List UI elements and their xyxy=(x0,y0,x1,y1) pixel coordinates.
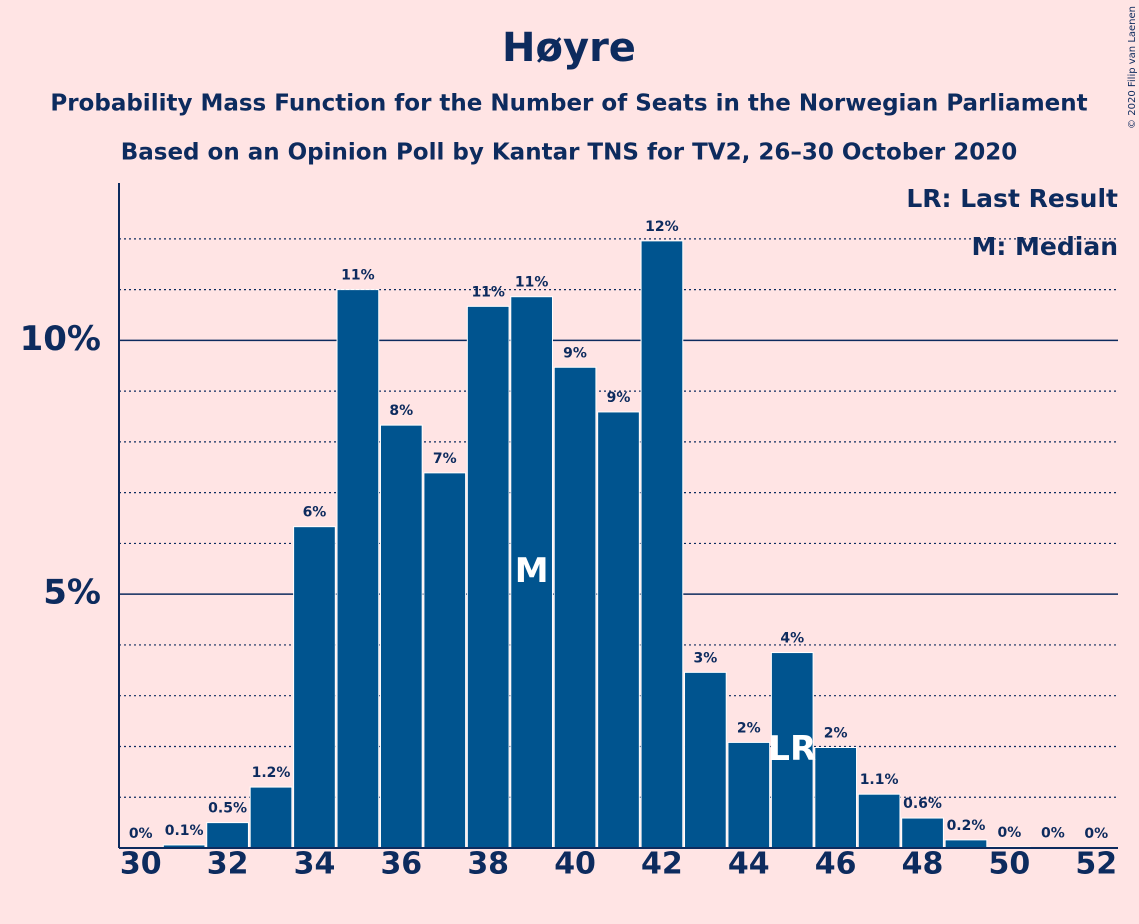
value-label: 4% xyxy=(780,631,804,647)
value-label: 1.1% xyxy=(860,772,899,788)
x-tick-label: 46 xyxy=(815,847,857,882)
value-label: 8% xyxy=(389,403,413,419)
bar xyxy=(379,424,423,849)
bar xyxy=(727,741,771,849)
x-tick-label: 48 xyxy=(902,847,944,882)
value-label: 11% xyxy=(341,268,375,284)
value-label: 1.2% xyxy=(252,765,291,781)
value-label: 9% xyxy=(607,390,631,406)
y-tick-label: 10% xyxy=(20,319,101,359)
x-tick-label: 52 xyxy=(1075,847,1117,882)
bar xyxy=(510,296,553,849)
annotation: M xyxy=(515,551,549,591)
value-label: 0.1% xyxy=(165,823,204,839)
value-label: 0% xyxy=(1084,826,1108,842)
bar xyxy=(944,839,988,849)
chart-title: Høyre xyxy=(502,25,636,71)
y-tick-label: 5% xyxy=(43,573,101,613)
bar xyxy=(423,472,467,849)
bar xyxy=(901,817,944,849)
bar xyxy=(336,289,380,849)
value-label: 12% xyxy=(645,219,679,235)
x-tick-label: 40 xyxy=(554,847,596,882)
chart-subtitle: Based on an Opinion Poll by Kantar TNS f… xyxy=(121,140,1018,166)
legend-entry: LR: Last Result xyxy=(906,184,1118,213)
value-label: 0% xyxy=(998,825,1022,841)
bar xyxy=(553,366,597,849)
x-tick-label: 38 xyxy=(467,847,509,882)
bar xyxy=(640,240,684,849)
legend-entry: M: Median xyxy=(971,232,1118,261)
value-label: 0% xyxy=(1041,825,1065,841)
x-tick-label: 50 xyxy=(989,847,1031,882)
value-label: 11% xyxy=(515,275,549,291)
value-label: 6% xyxy=(303,505,327,521)
bar xyxy=(293,526,336,849)
annotation: LR xyxy=(768,729,816,769)
chart-subtitle: Probability Mass Function for the Number… xyxy=(50,91,1087,117)
bar xyxy=(770,652,814,849)
value-label: 0.2% xyxy=(947,818,986,834)
copyright: © 2020 Filip van Laenen xyxy=(1127,6,1138,129)
value-label: 0.5% xyxy=(208,801,247,817)
bar xyxy=(684,671,727,849)
bar xyxy=(249,786,293,849)
value-label: 3% xyxy=(693,650,717,666)
x-tick-label: 34 xyxy=(294,847,336,882)
x-tick-label: 36 xyxy=(380,847,422,882)
value-label: 2% xyxy=(824,725,848,741)
value-label: 9% xyxy=(563,345,587,361)
value-label: 0.6% xyxy=(903,796,942,812)
value-label: 7% xyxy=(433,451,457,467)
bar xyxy=(597,411,640,849)
value-label: 0% xyxy=(129,826,153,842)
x-tick-label: 44 xyxy=(728,847,770,882)
bar xyxy=(857,793,901,849)
bar xyxy=(206,822,249,849)
x-tick-label: 32 xyxy=(207,847,249,882)
bar xyxy=(466,305,510,849)
value-label: 2% xyxy=(737,720,761,736)
value-label: 11% xyxy=(471,284,505,300)
bar xyxy=(814,746,858,849)
x-tick-label: 30 xyxy=(120,847,162,882)
x-tick-label: 42 xyxy=(641,847,683,882)
